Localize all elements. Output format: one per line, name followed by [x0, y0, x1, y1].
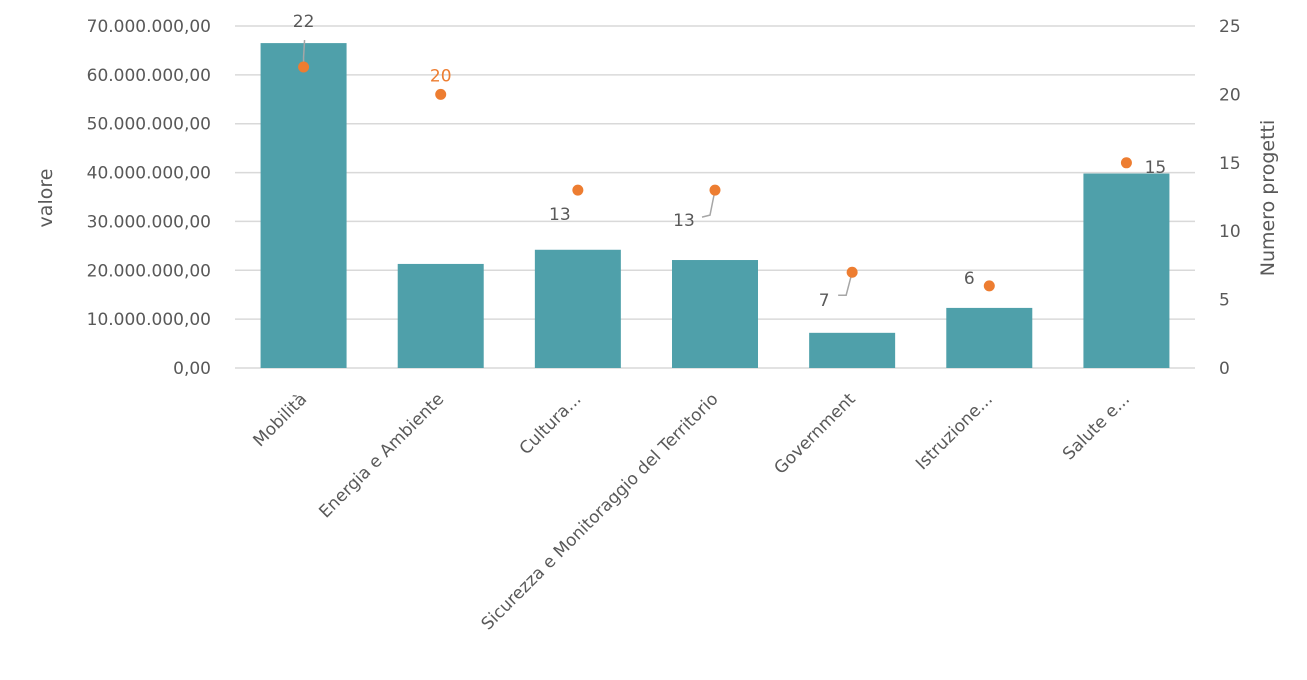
data-label: 13	[549, 205, 571, 225]
y-tick-label: 30.000.000,00	[87, 212, 211, 232]
y2-tick-label: 25	[1219, 17, 1241, 37]
y-tick-label: 20.000.000,00	[87, 261, 211, 281]
left-axis-ticks: 0,00 10.000.000,00 20.000.000,00 30.000.000…	[87, 17, 211, 379]
y2-tick-label: 0	[1219, 359, 1230, 379]
data-label: 7	[819, 291, 830, 311]
scatter-point	[846, 266, 858, 278]
bar-series	[260, 43, 1170, 368]
scatter-point	[709, 184, 721, 196]
bar	[1083, 173, 1170, 368]
category-label: Cultura...	[516, 389, 586, 459]
scatter-point	[1120, 157, 1132, 169]
scatter-point	[983, 280, 995, 292]
scatter-point	[572, 184, 584, 196]
data-label: 22	[293, 12, 315, 32]
leader-line	[838, 272, 853, 296]
y2-axis-title: Numero progetti	[1257, 120, 1279, 277]
y-tick-label: 0,00	[173, 359, 211, 379]
bar	[397, 263, 484, 368]
category-label: Mobilità	[250, 389, 312, 451]
bar	[534, 249, 621, 368]
category-label: Energia e Ambiente	[315, 389, 448, 522]
y-axis-title: valore	[35, 169, 57, 228]
y-tick-label: 60.000.000,00	[87, 66, 211, 86]
y2-tick-label: 20	[1219, 85, 1241, 105]
bar	[260, 43, 347, 368]
category-axis-labels: Mobilità Energia e Ambiente Cultura...Sicu…	[250, 389, 1134, 634]
bar	[809, 332, 896, 368]
y-tick-label: 40.000.000,00	[87, 164, 211, 184]
bar	[672, 260, 758, 368]
category-label: Istruzione...	[912, 389, 997, 474]
y2-tick-label: 5	[1219, 291, 1230, 311]
y-tick-label: 70.000.000,00	[87, 17, 211, 37]
data-labels: 22 20 13 13 7 6 15	[293, 12, 1166, 311]
y-tick-label: 10.000.000,00	[87, 310, 211, 330]
right-axis-ticks: 0 5 10 15 20 25	[1219, 17, 1241, 379]
scatter-point	[298, 61, 310, 73]
data-label: 13	[673, 211, 695, 231]
bar	[946, 307, 1033, 368]
category-label: Salute e...	[1059, 389, 1134, 464]
leader-line	[701, 190, 716, 218]
data-label: 15	[1145, 158, 1167, 178]
y-tick-label: 50.000.000,00	[87, 115, 211, 135]
scatter-point	[435, 88, 447, 100]
y2-tick-label: 15	[1219, 154, 1241, 174]
data-label: 6	[964, 269, 975, 289]
data-label: 20	[430, 66, 452, 86]
category-label: Government	[771, 389, 860, 478]
category-label: Sicurezza e Monitoraggio del Territorio	[478, 389, 723, 634]
scatter-series	[298, 61, 1132, 292]
y2-tick-label: 10	[1219, 222, 1241, 242]
